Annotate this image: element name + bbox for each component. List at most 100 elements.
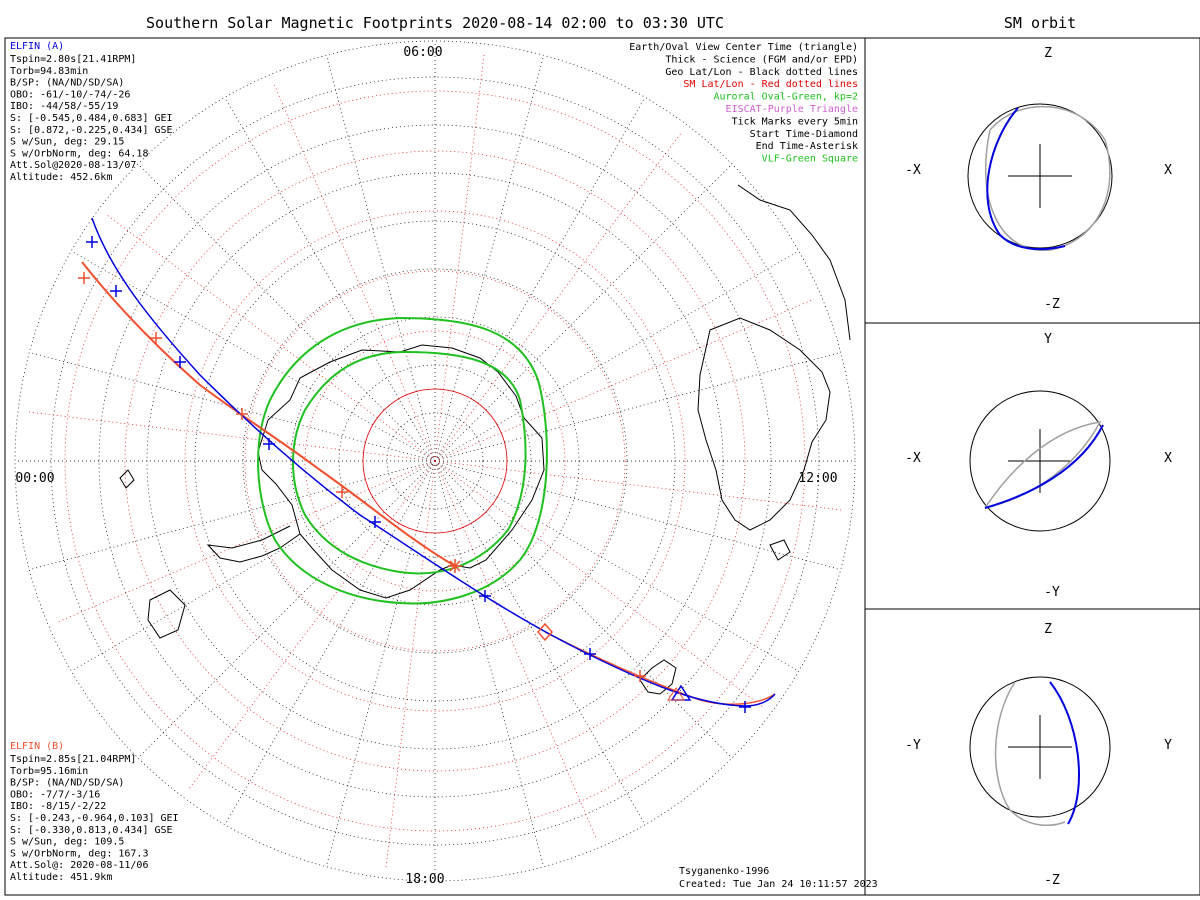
new-zealand-outline bbox=[639, 659, 677, 695]
axis-top: Z bbox=[1044, 46, 1052, 61]
info-line: OBO: -61/-10/-74/-26 bbox=[10, 89, 130, 100]
axis-top: Y bbox=[1044, 332, 1052, 347]
axis-bottom: -Z bbox=[1044, 297, 1060, 312]
earth-circle bbox=[969, 676, 1111, 818]
legend-item: End Time-Asterisk bbox=[756, 141, 858, 152]
antarctic-peninsula-outline bbox=[206, 525, 301, 563]
geo-lon-line bbox=[224, 460, 436, 825]
axis-right: Y bbox=[1164, 738, 1172, 753]
info-line: OBO: -7/7/-3/16 bbox=[10, 789, 100, 800]
elfin-a-track bbox=[91, 217, 776, 707]
mlt-label-left: 00:00 bbox=[15, 471, 54, 486]
geo-lon-line bbox=[137, 460, 436, 759]
elfin-a-tick bbox=[86, 236, 98, 248]
elfin-b-footprint bbox=[81, 261, 776, 705]
elfin-b-tick bbox=[78, 272, 90, 284]
orbit-blue bbox=[984, 424, 1104, 509]
elfin-b-end-asterisk bbox=[448, 559, 462, 573]
info-line: Att.Sol@2020-08-13/07 bbox=[10, 160, 136, 171]
legend-item: Tick Marks every 5min bbox=[732, 116, 858, 127]
info-line: S w/OrbNorm, deg: 64.18 bbox=[10, 148, 148, 159]
sm-pole-circle bbox=[362, 388, 508, 534]
elfin-b-name: ELFIN (B) bbox=[10, 741, 64, 752]
elfin-a-tick-marks bbox=[86, 236, 751, 713]
elfin-a-tick bbox=[110, 285, 122, 297]
auroral-oval bbox=[257, 316, 548, 605]
geo-lon-line bbox=[434, 460, 733, 759]
info-line: Tspin=2.85s[21.04RPM] bbox=[10, 754, 136, 765]
geo-lon-line bbox=[137, 163, 436, 462]
australia-outline bbox=[697, 317, 831, 531]
geo-lon-line bbox=[434, 460, 841, 571]
info-line: Att.Sol@: 2020-08-11/06 bbox=[10, 860, 148, 871]
sm-lon-line bbox=[434, 460, 843, 511]
geo-lon-line bbox=[434, 460, 799, 672]
info-line: S: [-0.545,0.484,0.683] GEI bbox=[10, 113, 173, 124]
elfin-b-tick bbox=[336, 486, 348, 498]
info-line: IBO: -8/15/-2/22 bbox=[10, 801, 106, 812]
axis-left: -Y bbox=[905, 738, 921, 753]
geo-lon-line bbox=[71, 460, 436, 672]
orbit-panel-yz: Z -Z -Y Y bbox=[905, 622, 1172, 888]
geo-lon-line bbox=[434, 55, 545, 462]
axis-left: -X bbox=[905, 451, 921, 466]
sm-lon-line bbox=[273, 83, 436, 462]
info-line: Altitude: 451.9km bbox=[10, 872, 112, 883]
sm-lon-line bbox=[434, 460, 764, 708]
elfin-a-tick bbox=[174, 356, 186, 368]
side-title: SM orbit bbox=[1004, 14, 1076, 32]
elfin-b-tick bbox=[150, 332, 162, 344]
sm-lat-lon-grid bbox=[27, 53, 843, 869]
info-line: S: [-0.330,0.813,0.434] GSE bbox=[10, 825, 173, 836]
elfin-b-view-triangle bbox=[667, 687, 685, 701]
geo-lon-line bbox=[325, 55, 436, 462]
sm-lon-line bbox=[57, 460, 436, 623]
info-line: B/SP: (NA/ND/SD/SA) bbox=[10, 778, 124, 789]
sm-lon-line bbox=[434, 299, 813, 462]
sm-lat-circle bbox=[244, 270, 626, 652]
orbit-panel-1-frame bbox=[864, 37, 1200, 324]
legend-item: Thick - Science (FGM and/or EPD) bbox=[665, 54, 858, 65]
geo-lat-lon-grid bbox=[14, 40, 856, 882]
geo-lon-line bbox=[224, 97, 436, 462]
axis-top: Z bbox=[1044, 622, 1052, 637]
elfin-b-tick bbox=[634, 670, 646, 682]
axis-right: X bbox=[1164, 451, 1172, 466]
sm-lat-circle bbox=[184, 210, 686, 712]
sm-lon-line bbox=[434, 132, 682, 462]
axis-right: X bbox=[1164, 163, 1172, 178]
mlt-label-top: 06:00 bbox=[403, 45, 442, 60]
elfin-b-info: ELFIN (B) Tspin=2.85s[21.04RPM]Torb=95.1… bbox=[10, 741, 179, 883]
info-line: Tspin=2.80s[21.41RPM] bbox=[10, 54, 136, 65]
info-line: S: [0.872,-0.225,0.434] GSE bbox=[10, 125, 173, 136]
mlt-label-right: 12:00 bbox=[798, 471, 837, 486]
geo-lon-line bbox=[434, 97, 646, 462]
mlt-label-bottom: 18:00 bbox=[405, 872, 444, 887]
info-line: S: [-0.243,-0.964,0.103] GEI bbox=[10, 813, 179, 824]
elfin-a-tick bbox=[263, 438, 275, 450]
sm-lon-line bbox=[385, 460, 436, 869]
legend-item: Geo Lat/Lon - Black dotted lines bbox=[665, 67, 858, 78]
legend-item: EISCAT-Purple Triangle bbox=[726, 104, 858, 115]
orbit-gray bbox=[984, 105, 1111, 251]
legend-item: Start Time-Diamond bbox=[750, 129, 858, 140]
elfin-a-footprint bbox=[91, 217, 776, 707]
sm-lon-line bbox=[188, 460, 436, 790]
sm-lat-circle bbox=[304, 330, 566, 592]
east-coast-outline bbox=[737, 184, 851, 341]
elfin-a-tick bbox=[479, 590, 491, 602]
orbit-blue bbox=[986, 107, 1066, 251]
tasmania-outline bbox=[769, 539, 791, 561]
earth-circle bbox=[967, 103, 1113, 249]
track-markers bbox=[448, 559, 692, 701]
legend-item: Earth/Oval View Center Time (triangle) bbox=[629, 42, 858, 53]
elfin-b-tick-marks bbox=[78, 272, 646, 682]
elfin-a-tick bbox=[739, 701, 751, 713]
elfin-a-tick bbox=[369, 516, 381, 528]
model-label: Tsyganenko-1996 bbox=[679, 866, 769, 877]
island-outline bbox=[119, 469, 135, 489]
orbit-panel-xz: Z -Z -X X bbox=[905, 46, 1172, 312]
legend-item: VLF-Green Square bbox=[762, 154, 858, 165]
elfin-a-name: ELFIN (A) bbox=[10, 41, 64, 52]
elfin-b-track bbox=[81, 261, 456, 567]
